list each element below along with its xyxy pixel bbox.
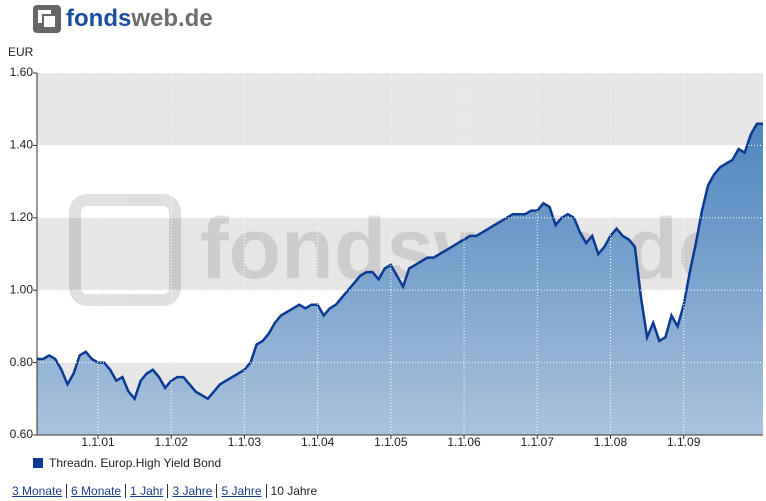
x-tick-label: 1.1.08: [594, 435, 628, 449]
logo-part: fonds: [66, 5, 131, 32]
grid-band: [37, 217, 763, 291]
period-link[interactable]: 5 Jahre: [221, 484, 262, 498]
line: [37, 122, 763, 402]
area: [37, 123, 763, 435]
y-tick-label: 1.00: [10, 282, 34, 296]
x-tick-label: 1.1.04: [301, 435, 335, 449]
period-link[interactable]: 1 Jahr: [130, 484, 164, 498]
grid-band: [37, 73, 763, 146]
link-item: 3 Monate: [12, 484, 66, 498]
legend-swatch: [33, 458, 43, 468]
y-axis-label: EUR: [8, 45, 34, 59]
x-tick-label: 1.1.09: [667, 435, 701, 449]
x-tick-label: 1.1.02: [155, 435, 189, 449]
link-item: 3 Jahre: [167, 484, 217, 498]
link-item: 5 Jahre: [216, 484, 266, 498]
x-tick-label: 1.1.06: [447, 435, 481, 449]
watermark-icon: [69, 194, 181, 306]
logo-icon-part: [42, 14, 57, 29]
y-tick-label: 1.40: [10, 138, 34, 152]
link-item: 1 Jahr: [125, 484, 168, 498]
x-tick-label: 1.1.07: [521, 435, 555, 449]
x-tick-label: 1.1.01: [81, 435, 115, 449]
period-link[interactable]: 6 Monate: [71, 484, 122, 498]
logo-part: web.de: [130, 5, 212, 32]
logo: fondsweb.de: [66, 5, 213, 32]
y-tick-label: 0.60: [10, 427, 34, 441]
link-item: 6 Monate: [66, 484, 126, 498]
link-item: 10 Jahre: [265, 484, 322, 498]
x-tick-label: 1.1.05: [374, 435, 408, 449]
period-link[interactable]: 3 Monate: [12, 484, 63, 498]
y-tick-label: 1.20: [10, 210, 34, 224]
legend-label: Threadn. Europ.High Yield Bond: [49, 456, 221, 470]
y-tick-label: 1.60: [10, 65, 34, 79]
x-tick-label: 1.1.03: [228, 435, 262, 449]
period-link[interactable]: 3 Jahre: [172, 484, 213, 498]
y-tick-label: 0.80: [10, 355, 34, 369]
period-links: 3 Monate 6 Monate 1 Jahr 3 Jahre 5 Jahre 10 J…: [12, 484, 322, 498]
chart: fondsweb.de EUR fondsweb.de Threadn. Eur…: [8, 5, 763, 470]
current-period: 10 Jahre: [270, 484, 318, 498]
